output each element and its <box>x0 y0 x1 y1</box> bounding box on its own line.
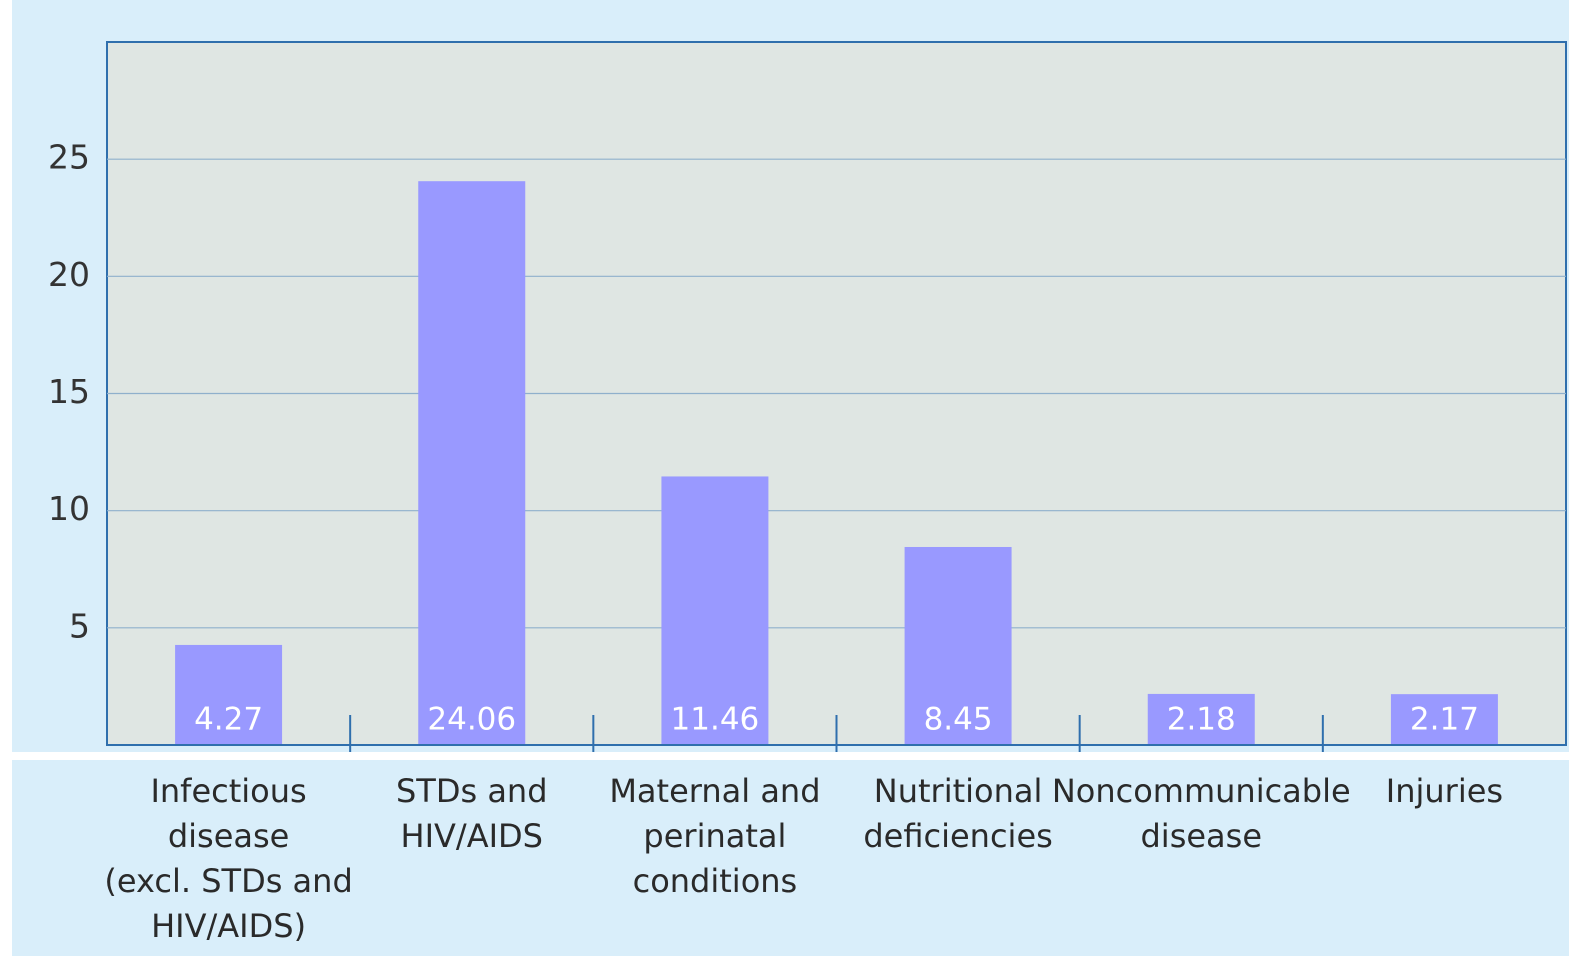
y-tick-label: 20 <box>48 255 90 294</box>
x-tick-label: Maternal and perinatal conditions <box>609 772 820 900</box>
bar <box>1147 693 1255 745</box>
x-tick-label: Injuries <box>1386 772 1503 810</box>
y-tick-label: 25 <box>48 138 90 177</box>
x-tick-label: Infectious disease (excl. STDs and HIV/AIDS… <box>104 772 352 945</box>
bar <box>418 181 526 746</box>
y-tick-label: 5 <box>69 606 90 645</box>
y-tick-label: 15 <box>48 372 90 411</box>
bar <box>661 476 769 745</box>
value-label: 8.45 <box>924 702 993 738</box>
value-label: 2.18 <box>1167 702 1236 738</box>
value-label: 11.46 <box>671 702 760 738</box>
bar <box>1390 694 1498 745</box>
background <box>12 760 1569 956</box>
value-label: 4.27 <box>194 702 263 738</box>
value-label: 2.17 <box>1410 702 1479 738</box>
x-tick-label: Noncommunicable disease <box>1052 772 1351 855</box>
bar <box>904 546 1012 745</box>
bar <box>175 644 283 745</box>
x-tick-label: STDs and HIV/AIDS <box>396 772 548 855</box>
value-label: 24.06 <box>427 702 516 738</box>
x-tick-label: Nutritional deficiencies <box>863 772 1052 855</box>
y-tick-label: 10 <box>48 489 90 528</box>
